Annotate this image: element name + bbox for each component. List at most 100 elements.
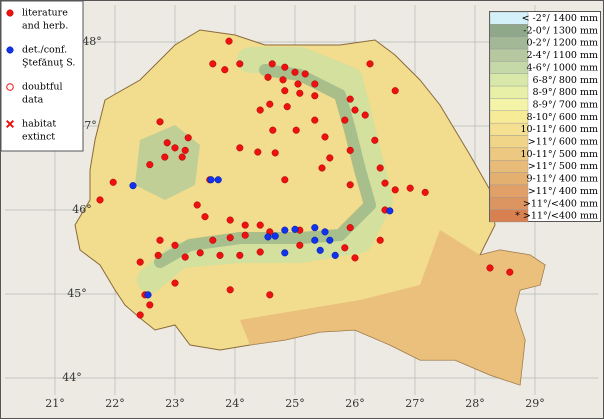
literature-dot: [196, 249, 204, 257]
doubtful-dot: [6, 83, 14, 91]
records-legend-items: literature and herb. det./conf. Ştefănuţ S.…: [5, 8, 75, 143]
meridian-label: 23°: [165, 397, 185, 410]
literature-dot: [136, 311, 144, 319]
climate-label: 9-11°/ 400 mm: [527, 174, 598, 185]
legend-label: data: [22, 95, 44, 106]
apuseni: [135, 125, 200, 200]
legend-label: literature: [22, 8, 68, 19]
literature-dot: [351, 106, 359, 114]
literature-dot: [241, 231, 249, 239]
records-legend: [0, 0, 84, 152]
literature-dot: [201, 213, 209, 221]
climate-swatch: [489, 73, 529, 87]
climate-label: 10-11°/ 600 mm: [520, 124, 598, 135]
climate-legend-items: < -2°/ 1400 mm-2-0°/ 1300 mm 0-2°/ 1200 m…: [489, 11, 598, 223]
climate-label: >11°/ 400 mm: [528, 186, 598, 197]
records: [96, 37, 514, 319]
literature-dot: [311, 116, 319, 124]
climate-label: >11°/<400 mm: [523, 198, 598, 209]
literature-dot: [264, 73, 272, 81]
climate-swatch: [489, 98, 529, 111]
climate-swatch: [489, 85, 529, 99]
literature-dot: [296, 89, 304, 97]
climate-swatch: [489, 24, 529, 37]
literature-dot: [154, 251, 162, 259]
literature-dot: [236, 60, 244, 68]
literature-dot: [366, 60, 374, 68]
literature-dot: [256, 248, 264, 256]
confirmed-dot: [386, 207, 394, 215]
graticule-labels: 21° 22° 23° 24° 25° 26° 27° 28° 29°48°47°46°45°4…: [45, 35, 545, 410]
literature-dot: [163, 139, 171, 147]
literature-dot: [96, 196, 104, 204]
literature-dot: [171, 279, 179, 287]
literature-dot: [146, 301, 154, 309]
climate-label: * >11°/<400 mm: [515, 211, 598, 222]
confirmed-dot: [316, 246, 324, 254]
literature-dot: [283, 103, 291, 111]
confirmed-dot: [311, 224, 319, 232]
literature-dot: [184, 134, 192, 142]
literature-dot: [268, 60, 276, 68]
meridian-label: 26°: [345, 397, 365, 410]
literature-dot: [181, 146, 189, 154]
legend-label: extinct: [22, 132, 55, 143]
literature-dot: [226, 216, 234, 224]
literature-dot: [209, 60, 217, 68]
literature-dot: [296, 241, 304, 249]
confirmed-dot: [129, 182, 137, 190]
literature-dot: [266, 100, 274, 108]
confirmed-dot: [331, 251, 339, 259]
literature-dot: [241, 221, 249, 229]
literature-dot: [346, 181, 354, 189]
literature-dot: [281, 87, 289, 95]
literature-dot: [256, 221, 264, 229]
confirmed-dot: [214, 176, 222, 184]
literature-dot: [226, 234, 234, 242]
literature-dot: [281, 63, 289, 71]
climate-swatch: [489, 159, 529, 173]
literature-dot: [266, 291, 274, 299]
literature-dot: [381, 179, 389, 187]
literature-dot: [178, 153, 186, 161]
climate-swatch: [489, 36, 529, 50]
confirmed-dot: [291, 225, 299, 233]
climate-label: < -2°/ 1400 mm: [522, 13, 598, 24]
confirmed-dot: [281, 249, 289, 257]
meridian-label: 21°: [45, 397, 65, 410]
literature-dot: [391, 87, 399, 95]
climate-label: >11°/ 600 mm: [528, 137, 598, 148]
literature-dot: [216, 251, 224, 259]
literature-dot: [321, 133, 329, 141]
literature-dot: [506, 268, 514, 276]
literature-dot: [193, 201, 201, 209]
legend-label: doubtful: [22, 82, 63, 93]
literature-dot: [109, 178, 117, 186]
legend-label: det./conf.: [22, 45, 67, 56]
legend-label: and herb.: [22, 21, 68, 32]
literature-dot: [225, 37, 233, 45]
parallel-label: 46°: [72, 203, 92, 216]
confirmed-dot: [326, 236, 334, 244]
parallel-label: 44°: [62, 371, 82, 384]
literature-dot: [346, 224, 354, 232]
meridian-label: 22°: [105, 397, 125, 410]
confirmed-dot: [281, 226, 289, 234]
climate-label: 8-9°/ 800 mm: [533, 87, 598, 98]
confirmed-dot: [6, 46, 14, 54]
literature-dot: [226, 286, 234, 294]
climate-swatch: [489, 184, 529, 198]
legend-label: Ştefănuţ S.: [22, 58, 75, 69]
climate-swatch: [489, 110, 529, 124]
literature-dot: [236, 251, 244, 259]
literature-dot: [236, 144, 244, 152]
legend-label: habitat: [22, 119, 56, 130]
literature-dot: [271, 149, 279, 157]
literature-dot: [269, 126, 277, 134]
literature-dot: [171, 241, 179, 249]
climate-swatch: [489, 209, 529, 223]
literature-dot: [136, 258, 144, 266]
literature-dot: [361, 111, 369, 119]
extinct-cross: [5, 119, 15, 129]
